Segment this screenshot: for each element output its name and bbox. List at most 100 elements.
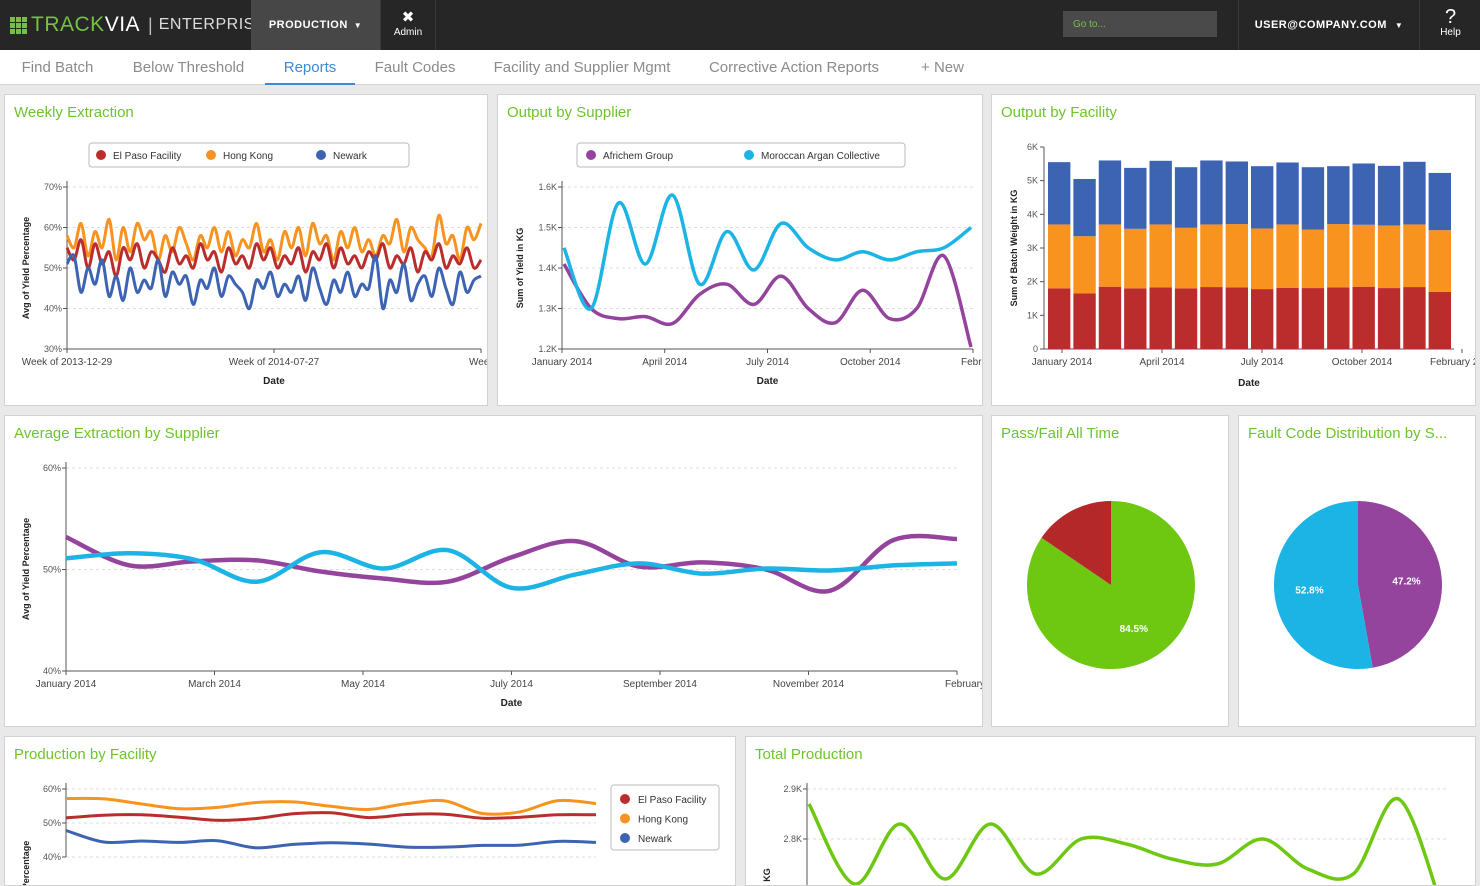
y-tick-label: 40% — [43, 666, 61, 676]
panel-title: Fault Code Distribution by S... — [1248, 425, 1448, 442]
bar-segment — [1377, 165, 1401, 226]
bar-segment — [1251, 228, 1274, 290]
x-tick-label: March 2014 — [188, 679, 241, 690]
y-tick-label: 1.5K — [538, 223, 557, 233]
pie-slice-label: 47.2% — [1392, 577, 1420, 588]
series-line-moroccan-argan-collective — [65, 547, 958, 591]
legend-marker — [620, 794, 630, 804]
tab-facility-supplier-mgmt[interactable]: Facility and Supplier Mgmt — [493, 59, 671, 76]
x-tick-label: October 2014 — [840, 357, 901, 368]
pie-slice — [1358, 501, 1442, 668]
bar-segment — [1048, 162, 1071, 225]
pie-slice-label: 84.5% — [1120, 624, 1148, 635]
series-line-newark — [65, 253, 482, 311]
help-button[interactable]: ? Help — [1421, 0, 1480, 50]
tab-reports[interactable]: Reports — [265, 50, 355, 85]
bar-segment — [1225, 224, 1248, 288]
series-line-hong-kong — [65, 796, 597, 816]
series-line-newark — [65, 829, 597, 850]
series-line-el-paso-facility — [65, 811, 597, 822]
tab-find-batch[interactable]: Find Batch — [21, 59, 94, 76]
fault-code-panel: Fault Code Distribution by S... 47.2% 52.… — [1238, 415, 1476, 727]
x-axis-title: Date — [501, 698, 523, 709]
caret-down-icon: ▼ — [353, 20, 363, 30]
y-tick-label: 1.3K — [538, 304, 557, 314]
bar-segment — [1403, 224, 1426, 288]
tab-new[interactable]: + New — [921, 59, 964, 76]
bar-segment — [1098, 160, 1122, 225]
production-by-facility-chart: 40% 50% 60% Percentage El Paso Facility Hong … — [21, 783, 720, 886]
panel-title: Average Extraction by Supplier — [14, 425, 220, 442]
x-tick-label: July 2014 — [1241, 357, 1284, 368]
bar-segment — [1301, 288, 1325, 349]
admin-button[interactable]: ✖ Admin — [380, 0, 436, 50]
bar-segment — [1073, 293, 1096, 349]
bar-segment — [1149, 287, 1172, 349]
series-line-africhem-group — [562, 253, 973, 348]
bar-segment — [1327, 224, 1350, 288]
legend-marker — [316, 150, 326, 160]
y-tick-label: 60% — [44, 223, 62, 233]
user-menu[interactable]: USER@COMPANY.COM ▼ — [1238, 0, 1420, 50]
pass-fail-pie-chart: 84.5% — [1026, 501, 1195, 669]
bar-segment — [1098, 224, 1122, 287]
bar-segment — [1251, 166, 1274, 229]
y-tick-label: 3K — [1027, 243, 1038, 253]
bar-segment — [1174, 288, 1198, 349]
logo-grid-icon — [10, 16, 27, 34]
x-tick-label: November 2014 — [773, 679, 845, 690]
bar-segment — [1327, 166, 1350, 225]
panel-title: Total Production — [755, 746, 863, 763]
legend-item: Moroccan Argan Collective — [761, 151, 880, 162]
x-tick-label: October 2014 — [1332, 357, 1393, 368]
tab-fault-codes[interactable]: Fault Codes — [374, 59, 456, 76]
trackvia-logo[interactable]: TRACK VIA | ENTERPRISE — [10, 13, 266, 37]
production-by-facility-panel: Production by Facility 40% 50% 60% Percenta… — [4, 736, 736, 886]
legend-marker — [620, 833, 630, 843]
y-tick-label: 60% — [43, 463, 61, 473]
pie-slice — [1026, 501, 1195, 669]
weekly-extraction-chart: 30% 40% 50% 60% 70% Week of 2013-12-29 Week of… — [21, 142, 487, 387]
legend-box — [576, 142, 906, 168]
goto-search-input[interactable] — [1063, 11, 1217, 37]
legend-marker — [586, 150, 596, 160]
x-tick-label: May 2014 — [341, 679, 385, 690]
bar-segment — [1352, 163, 1375, 225]
bar-segment — [1174, 227, 1198, 289]
bar-segment — [1377, 225, 1401, 289]
tools-icon: ✖ — [401, 9, 415, 26]
caret-down-icon: ▼ — [1394, 20, 1404, 30]
bar-segment — [1073, 178, 1096, 237]
y-tick-label: 50% — [44, 263, 62, 273]
legend-item: El Paso Facility — [113, 151, 181, 162]
x-tick-label: September 2014 — [623, 679, 697, 690]
tab-corrective-action-reports[interactable]: Corrective Action Reports — [708, 59, 880, 76]
production-menu[interactable]: PRODUCTION ▼ — [251, 0, 380, 50]
y-tick-label: 40% — [44, 304, 62, 314]
tab-below-threshold[interactable]: Below Threshold — [132, 59, 245, 76]
series-line-hong-kong — [65, 213, 483, 262]
y-tick-label: 2.8K — [783, 834, 802, 844]
x-tick-label: January 2014 — [532, 357, 593, 368]
bar-segment — [1251, 289, 1274, 349]
panel-title: Pass/Fail All Time — [1001, 425, 1120, 442]
x-tick-label: January 2014 — [1032, 357, 1093, 368]
x-tick-label: April 2014 — [1139, 357, 1184, 368]
bar-segment — [1377, 288, 1401, 349]
production-menu-label: PRODUCTION — [268, 19, 348, 31]
legend-box — [88, 142, 410, 168]
bar-segment — [1174, 167, 1198, 228]
pie-slice-label: 52.8% — [1295, 585, 1323, 596]
legend-item: Hong Kong — [223, 151, 273, 162]
y-axis-title: Percentage — [21, 841, 31, 886]
y-axis-title: Avg of Yield Percentage — [21, 518, 31, 620]
user-menu-label: USER@COMPANY.COM — [1254, 19, 1387, 31]
x-axis-title: Date — [1238, 378, 1260, 389]
y-tick-label: 50% — [43, 818, 61, 828]
bar-segment — [1403, 161, 1426, 225]
bar-segment — [1301, 229, 1325, 289]
bar-segment — [1149, 224, 1172, 288]
brand-separator: | — [148, 14, 153, 35]
legend-item: Newark — [333, 151, 368, 162]
x-tick-label: January 2014 — [36, 679, 97, 690]
